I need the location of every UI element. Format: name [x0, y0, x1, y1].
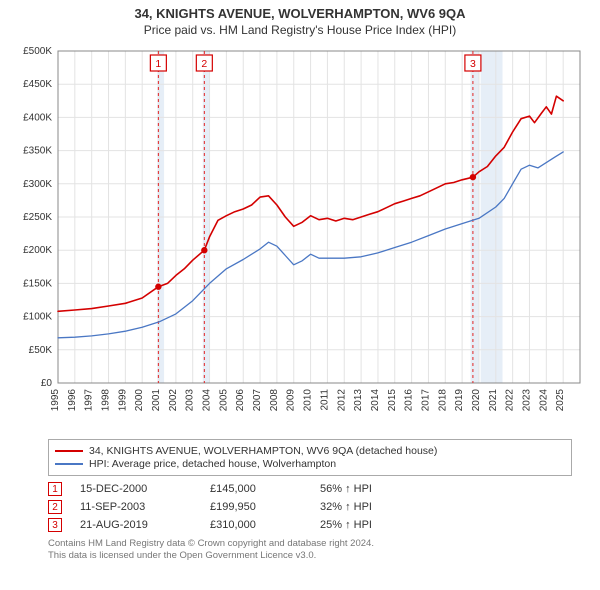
sale-date: 11-SEP-2003	[80, 501, 210, 513]
sale-row: 3 21-AUG-2019£310,00025% ↑ HPI	[48, 518, 572, 532]
svg-text:£50K: £50K	[29, 345, 53, 356]
footer-line1: Contains HM Land Registry data © Crown c…	[48, 538, 572, 550]
svg-text:1997: 1997	[84, 389, 95, 412]
svg-text:2025: 2025	[555, 389, 566, 412]
svg-text:2021: 2021	[488, 389, 499, 412]
svg-text:2004: 2004	[202, 389, 213, 412]
svg-text:£400K: £400K	[23, 112, 52, 123]
svg-text:2022: 2022	[505, 389, 516, 412]
sale-row: 2 11-SEP-2003£199,95032% ↑ HPI	[48, 500, 572, 514]
sale-pct: 56% ↑ HPI	[320, 483, 440, 495]
sale-date: 15-DEC-2000	[80, 483, 210, 495]
svg-text:2008: 2008	[269, 389, 280, 412]
svg-text:2002: 2002	[168, 389, 179, 412]
svg-text:2023: 2023	[521, 389, 532, 412]
svg-text:2000: 2000	[134, 389, 145, 412]
sales-table: 1 15-DEC-2000£145,00056% ↑ HPI 2 11-SEP-200…	[48, 482, 572, 532]
sale-pct: 25% ↑ HPI	[320, 519, 440, 531]
legend-item: HPI: Average price, detached house, Wolv…	[55, 458, 565, 470]
svg-text:£150K: £150K	[23, 278, 52, 289]
svg-text:1: 1	[155, 58, 161, 70]
sale-price: £145,000	[210, 483, 320, 495]
svg-text:1996: 1996	[67, 389, 78, 412]
sale-date: 21-AUG-2019	[80, 519, 210, 531]
svg-text:2020: 2020	[471, 389, 482, 412]
svg-text:£200K: £200K	[23, 245, 52, 256]
svg-text:2010: 2010	[303, 389, 314, 412]
svg-text:2005: 2005	[218, 389, 229, 412]
sale-marker: 1	[48, 482, 62, 496]
svg-text:2017: 2017	[420, 389, 431, 412]
svg-text:£0: £0	[41, 378, 53, 389]
legend: 34, KNIGHTS AVENUE, WOLVERHAMPTON, WV6 9…	[48, 439, 572, 476]
svg-text:2012: 2012	[336, 389, 347, 412]
legend-label: 34, KNIGHTS AVENUE, WOLVERHAMPTON, WV6 9…	[89, 445, 437, 457]
svg-text:£450K: £450K	[23, 79, 52, 90]
chart-svg: £0 £50K £100K £150K £200K £250K £300K £350K £400…	[10, 43, 590, 433]
svg-text:2013: 2013	[353, 389, 364, 412]
svg-text:2007: 2007	[252, 389, 263, 412]
legend-swatch	[55, 463, 83, 465]
svg-text:£250K: £250K	[23, 212, 52, 223]
legend-label: HPI: Average price, detached house, Wolv…	[89, 458, 336, 470]
svg-text:2019: 2019	[454, 389, 465, 412]
title-line2: Price paid vs. HM Land Registry's House …	[0, 23, 600, 37]
title-block: 34, KNIGHTS AVENUE, WOLVERHAMPTON, WV6 9…	[0, 0, 600, 39]
svg-text:2003: 2003	[185, 389, 196, 412]
svg-text:1998: 1998	[101, 389, 112, 412]
title-line1: 34, KNIGHTS AVENUE, WOLVERHAMPTON, WV6 9…	[0, 6, 600, 21]
footer: Contains HM Land Registry data © Crown c…	[48, 538, 572, 563]
legend-swatch	[55, 450, 83, 452]
svg-text:2006: 2006	[235, 389, 246, 412]
svg-text:3: 3	[470, 58, 476, 70]
sale-pct: 32% ↑ HPI	[320, 501, 440, 513]
sale-marker: 2	[48, 500, 62, 514]
svg-text:1995: 1995	[50, 389, 61, 412]
svg-text:2014: 2014	[370, 389, 381, 412]
legend-item: 34, KNIGHTS AVENUE, WOLVERHAMPTON, WV6 9…	[55, 445, 565, 457]
sale-marker: 3	[48, 518, 62, 532]
svg-text:2011: 2011	[319, 389, 330, 411]
chart: £0 £50K £100K £150K £200K £250K £300K £350K £400…	[10, 43, 590, 433]
svg-text:2024: 2024	[538, 389, 549, 412]
footer-line2: This data is licensed under the Open Gov…	[48, 550, 572, 562]
sale-row: 1 15-DEC-2000£145,00056% ↑ HPI	[48, 482, 572, 496]
svg-text:£350K: £350K	[23, 146, 52, 157]
svg-text:1999: 1999	[117, 389, 128, 412]
svg-text:2016: 2016	[404, 389, 415, 412]
svg-text:£300K: £300K	[23, 179, 52, 190]
svg-text:2: 2	[201, 58, 207, 70]
svg-text:2015: 2015	[387, 389, 398, 412]
svg-text:£500K: £500K	[23, 46, 52, 57]
svg-text:2018: 2018	[437, 389, 448, 412]
sale-price: £310,000	[210, 519, 320, 531]
svg-text:2009: 2009	[286, 389, 297, 412]
svg-text:2001: 2001	[151, 389, 162, 412]
svg-text:£100K: £100K	[23, 312, 52, 323]
sale-price: £199,950	[210, 501, 320, 513]
